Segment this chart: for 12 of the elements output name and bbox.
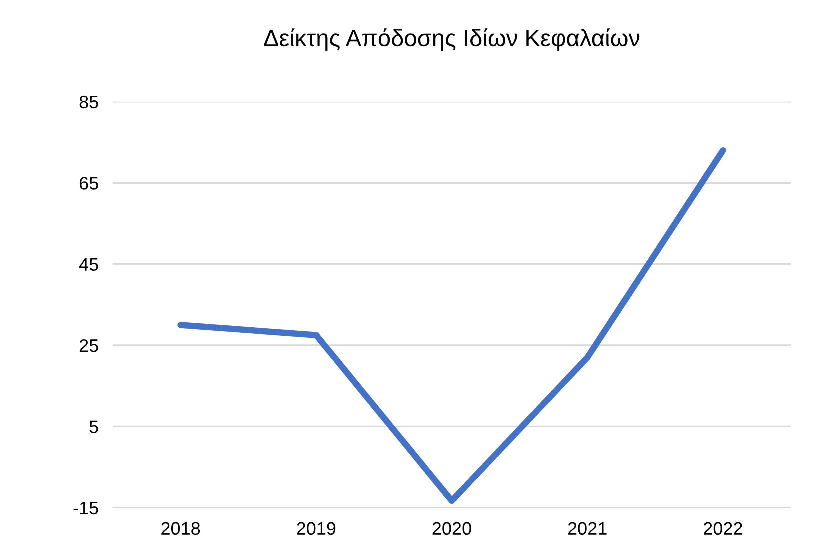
x-tick-label: 2019 bbox=[297, 522, 336, 536]
x-tick-label: 2020 bbox=[432, 522, 472, 536]
y-tick-label: 85 bbox=[80, 96, 98, 109]
x-tick-label: 2021 bbox=[568, 522, 607, 536]
x-tick-label: 2022 bbox=[704, 522, 742, 536]
y-tick-label: 25 bbox=[80, 339, 98, 352]
x-tick-label: 2018 bbox=[162, 522, 200, 536]
y-tick-label: 65 bbox=[80, 177, 98, 190]
y-tick-label: 45 bbox=[79, 258, 98, 272]
y-tick-label: -15 bbox=[74, 502, 98, 515]
y-tick-label: 5 bbox=[90, 420, 98, 434]
chart-title: Δείκτης Απόδοσης Ιδίων Κεφαλαίων bbox=[264, 28, 640, 52]
